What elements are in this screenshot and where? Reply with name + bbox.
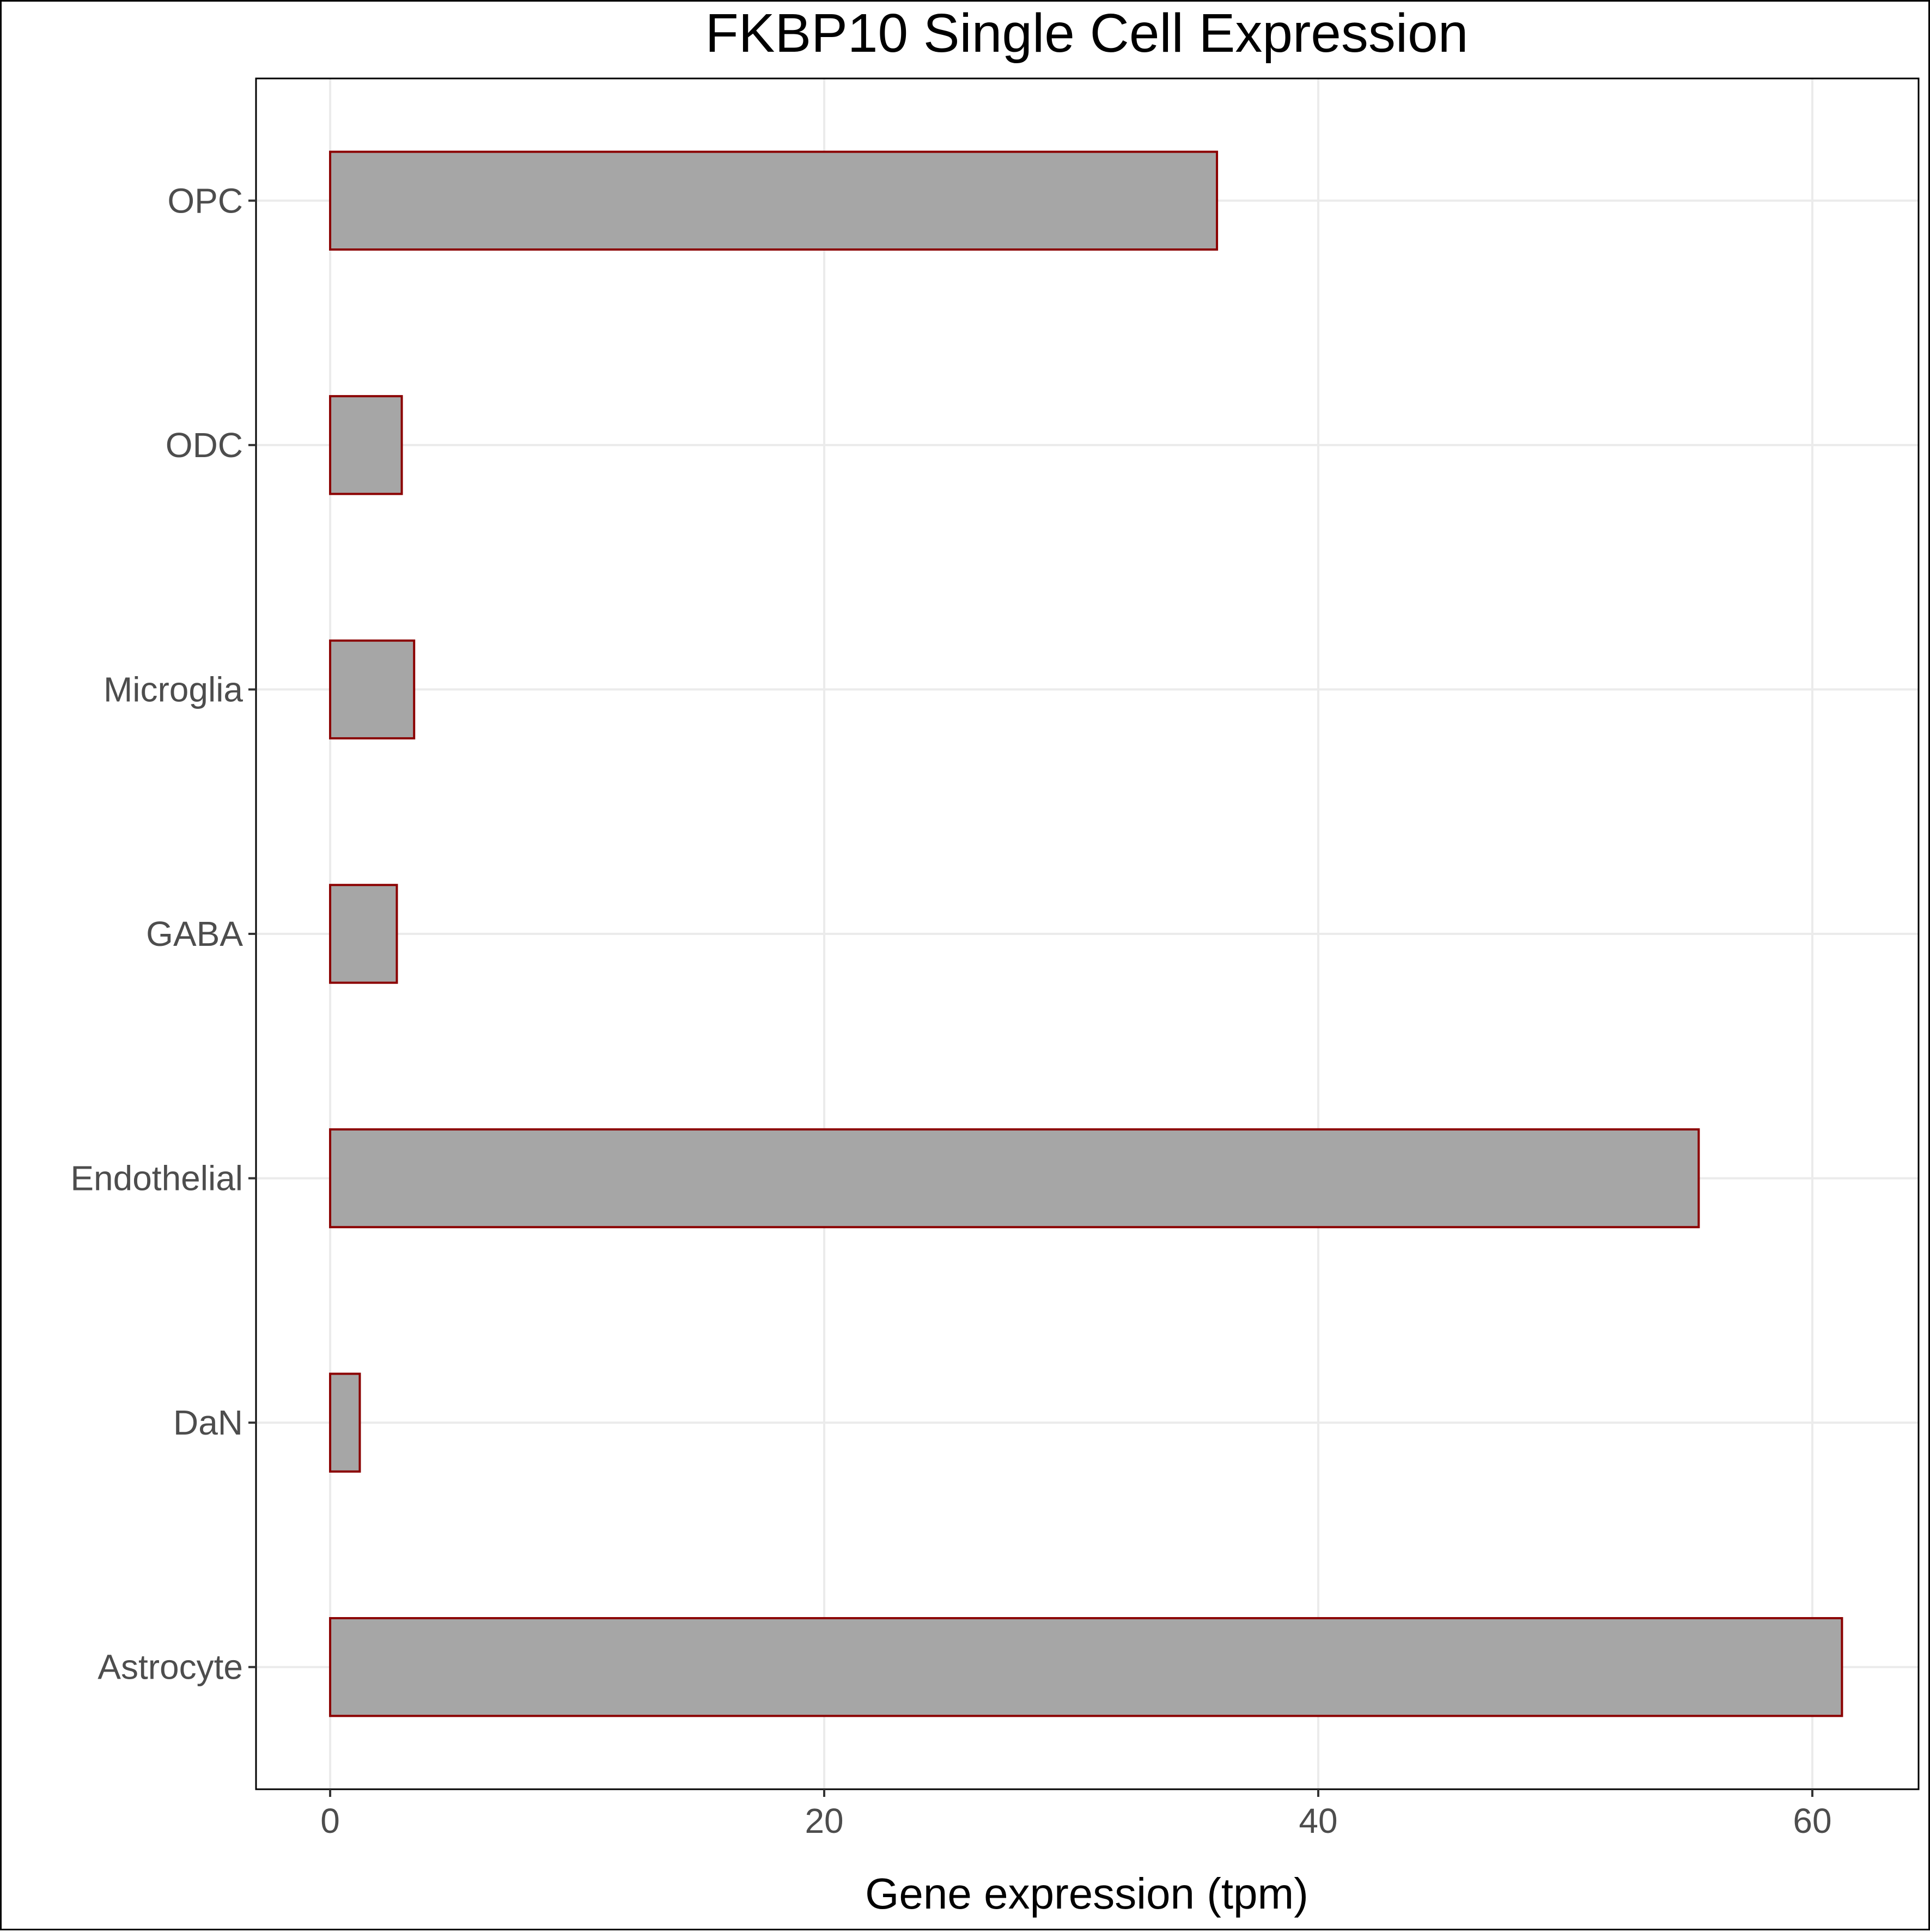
y-tick-label: DaN [173,1403,243,1442]
y-tick-label: Endothelial [70,1159,243,1198]
bar-gaba [329,884,398,984]
bar-opc [329,150,1219,251]
gridlines [256,78,1919,1789]
x-tick-label: 20 [805,1801,843,1840]
y-tick-label: OPC [167,181,243,220]
y-tick-label: Astrocyte [98,1648,243,1687]
x-axis: 0 20 40 60 [320,1789,1832,1840]
y-tick-label: Microglia [103,670,243,709]
bars [329,150,1843,1717]
bar-dan [329,1372,361,1473]
y-tick-label: ODC [166,426,243,465]
x-axis-label: Gene expression (tpm) [865,1869,1308,1918]
x-tick-label: 40 [1299,1801,1337,1840]
y-tick-label: GABA [146,914,243,953]
chart-title: FKBP10 Single Cell Expression [705,3,1469,64]
bar-odc [329,395,403,495]
bar-endothelial [329,1128,1700,1229]
bar-astrocyte [329,1617,1843,1717]
x-tick-label: 60 [1793,1801,1831,1840]
x-tick-label: 0 [320,1801,340,1840]
y-axis: Astrocyte DaN Endothelial GABA Microglia ODC O… [70,181,256,1687]
bar-microglia [329,639,416,740]
